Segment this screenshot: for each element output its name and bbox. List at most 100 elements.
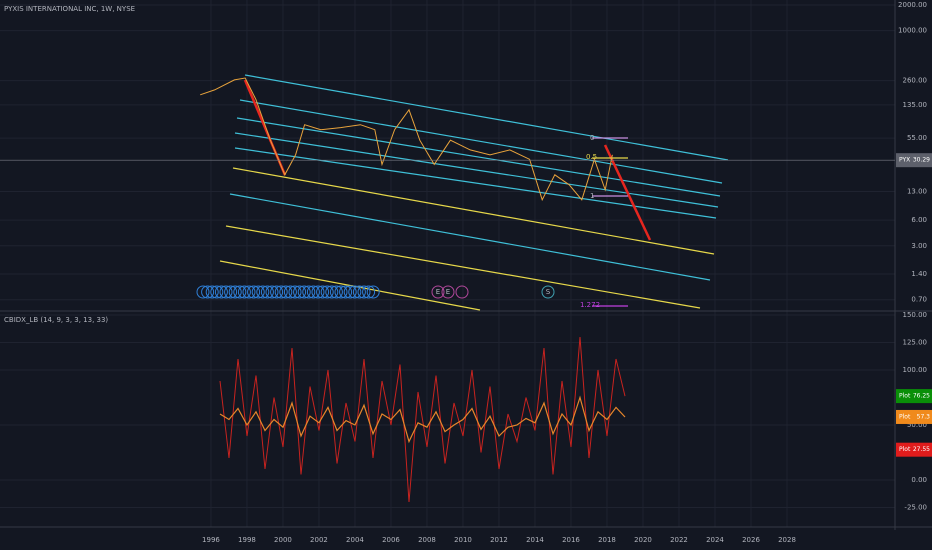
dividend-marker <box>343 285 357 299</box>
dividend-marker <box>339 285 353 299</box>
y-tick-label: 150.00 <box>903 311 928 319</box>
dividend-marker <box>214 285 228 299</box>
plot-label-box <box>896 409 932 424</box>
dividend-marker <box>210 285 224 299</box>
y-tick-label: 260.00 <box>903 77 928 85</box>
dividend-marker <box>219 285 233 299</box>
event-marker <box>541 285 555 299</box>
channel-line <box>236 117 721 197</box>
x-tick-label: 2016 <box>562 536 580 544</box>
plot-label-name: Plot <box>899 393 911 400</box>
grid <box>0 0 895 527</box>
dividend-marker <box>205 285 219 299</box>
fib-label: 0.5 <box>586 153 597 161</box>
y-tick-label: 0.00 <box>911 476 927 484</box>
dividend-marker <box>201 285 215 299</box>
dividend-marker <box>362 285 376 299</box>
plot-label-name: Plot <box>899 446 911 453</box>
x-tick-label: 2020 <box>634 536 652 544</box>
dividend-marker <box>352 285 366 299</box>
dividend-marker <box>233 285 247 299</box>
y-tick-label: 6.00 <box>911 216 927 224</box>
dividend-marker <box>293 285 307 299</box>
last-price-symbol: PYX <box>899 157 910 164</box>
x-tick-label: 2018 <box>598 536 616 544</box>
dividend-marker <box>297 285 311 299</box>
y-tick-label: 55.00 <box>907 134 927 142</box>
dividend-marker <box>265 285 279 299</box>
x-tick-label: 2012 <box>490 536 508 544</box>
channel-line <box>234 147 717 219</box>
dividend-marker <box>306 285 320 299</box>
x-tick-label: 2004 <box>346 536 364 544</box>
channel-line <box>232 167 715 255</box>
plot-label-name: Plot <box>899 413 911 420</box>
price-line <box>200 77 613 202</box>
plot-label-value: 57.3 <box>917 413 931 420</box>
dividend-marker <box>334 285 348 299</box>
plot-label-box <box>896 389 932 404</box>
dividend-marker <box>325 285 339 299</box>
x-tick-label: 2014 <box>526 536 544 544</box>
y-tick-label: 0.70 <box>911 296 927 304</box>
channel-line <box>219 260 481 311</box>
channel-line <box>225 225 701 309</box>
y-tick-label: 1000.00 <box>898 27 927 35</box>
chart-title: PYXIS INTERNATIONAL INC, 1W, NYSE <box>4 5 135 13</box>
channel-line <box>244 74 729 161</box>
dividend-marker <box>316 285 330 299</box>
y-tick-label: 3.00 <box>911 242 927 250</box>
fib-label: 0 <box>590 134 594 142</box>
event-label: E <box>436 288 440 296</box>
dividend-marker <box>247 285 261 299</box>
dividend-marker <box>329 285 343 299</box>
event-marker <box>441 285 455 299</box>
y-tick-label: 125.00 <box>903 338 928 346</box>
dividend-marker <box>228 285 242 299</box>
x-tick-label: 2008 <box>418 536 436 544</box>
oscillator-line <box>219 336 626 503</box>
y-tick-label: 13.00 <box>907 188 927 196</box>
dividend-marker <box>311 285 325 299</box>
event-marker <box>455 285 469 299</box>
dividend-marker <box>260 285 274 299</box>
dividend-marker <box>196 285 210 299</box>
plot-label-value: 27.55 <box>913 446 930 453</box>
y-tick-label: 135.00 <box>903 101 928 109</box>
x-tick-label: 2006 <box>382 536 400 544</box>
dividend-marker <box>256 285 270 299</box>
x-tick-label: 2022 <box>670 536 688 544</box>
channel-line <box>229 193 711 281</box>
plot-label-box <box>896 442 932 457</box>
x-tick-label: 1996 <box>202 536 220 544</box>
dividend-marker <box>224 285 238 299</box>
dividend-marker <box>270 285 284 299</box>
dividend-marker <box>357 285 371 299</box>
dividend-marker <box>366 285 380 299</box>
y-tick-label: 100.00 <box>903 366 928 374</box>
x-tick-label: 1998 <box>238 536 256 544</box>
y-tick-label: 2000.00 <box>898 1 927 9</box>
dividend-marker <box>242 285 256 299</box>
x-tick-label: 2028 <box>778 536 796 544</box>
dividend-marker <box>279 285 293 299</box>
y-tick-label: 1.40 <box>911 270 927 278</box>
x-tick-label: 2026 <box>742 536 760 544</box>
dividend-marker <box>251 285 265 299</box>
dividend-marker <box>237 285 251 299</box>
x-tick-label: 2000 <box>274 536 292 544</box>
x-tick-label: 2002 <box>310 536 328 544</box>
dividend-marker <box>288 285 302 299</box>
plot-label-value: 76.25 <box>913 393 930 400</box>
fib-label: 1 <box>590 192 594 200</box>
x-tick-label: 2024 <box>706 536 724 544</box>
dividend-marker <box>320 285 334 299</box>
dividend-marker <box>348 285 362 299</box>
oscillator-line <box>219 395 626 444</box>
fib-label: 1.272 <box>580 301 600 309</box>
channel-drawings <box>219 74 729 311</box>
last-price-box <box>896 153 932 168</box>
